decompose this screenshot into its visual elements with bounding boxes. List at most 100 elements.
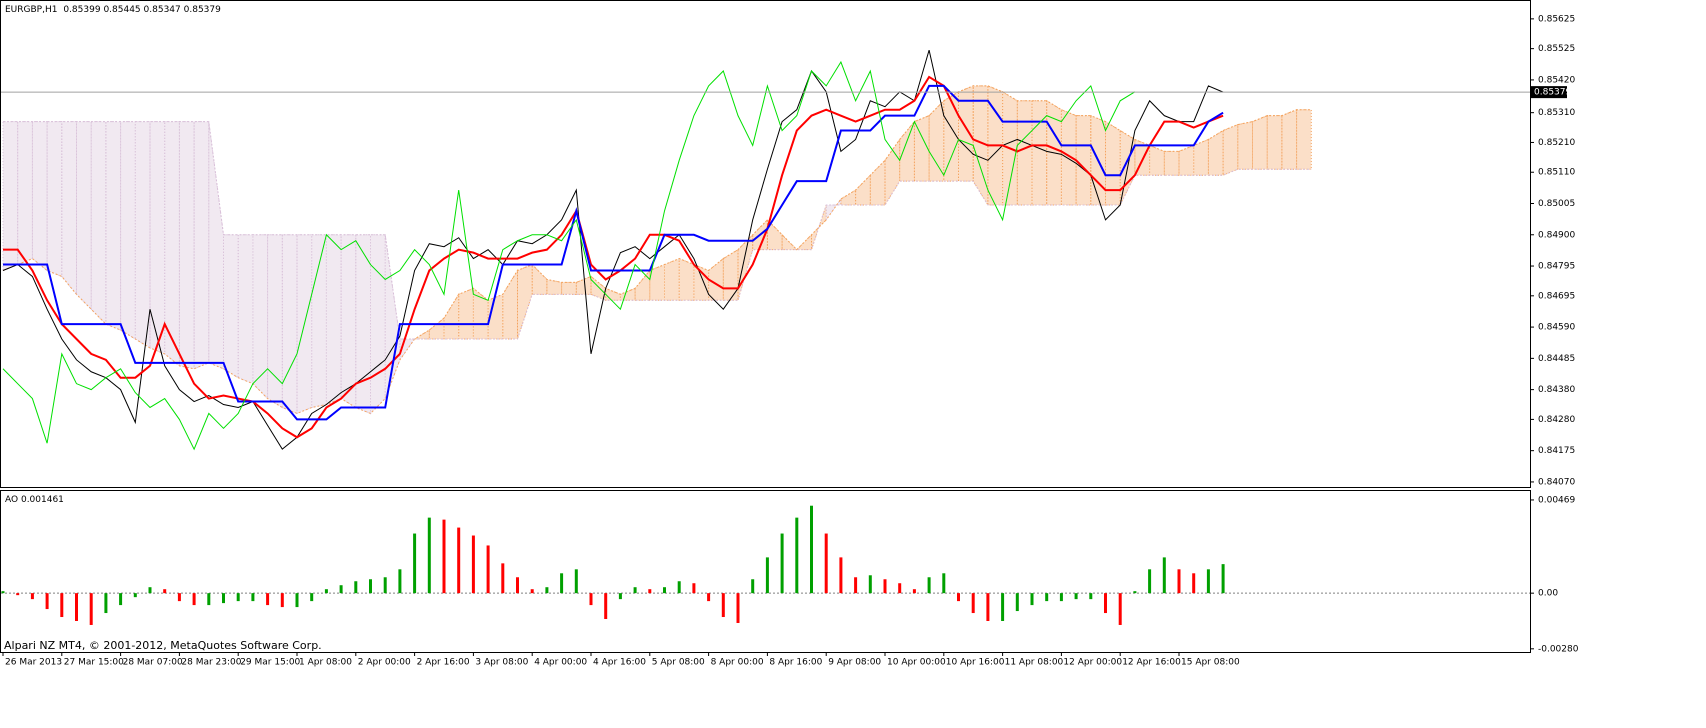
cloud-segment	[678, 257, 695, 301]
y-tick-label: 0.85110	[1538, 168, 1575, 178]
ao-bar	[692, 583, 696, 594]
cloud-segment	[1237, 120, 1253, 170]
y-tick-label: 0.84795	[1538, 262, 1575, 272]
y-tick-label: 0.84280	[1538, 415, 1575, 425]
ao-bar	[765, 557, 769, 594]
x-tick-label: 8 Apr 00:00	[711, 658, 764, 668]
cloud-segment	[869, 159, 886, 206]
ao-bar	[236, 593, 240, 602]
x-tick-label: 28 Mar 23:00	[181, 658, 241, 668]
ao-bar	[574, 569, 578, 594]
cloud-segment	[267, 234, 283, 409]
cloud-segment	[193, 121, 210, 370]
ao-bar	[177, 593, 181, 602]
x-tick-label: 1 Apr 08:00	[299, 658, 352, 668]
ao-bar	[971, 593, 975, 614]
cloud-segment	[1296, 109, 1312, 170]
ao-bar	[1001, 593, 1005, 621]
ao-bar	[1059, 593, 1063, 602]
cloud-segment	[46, 121, 63, 278]
x-tick-label: 8 Apr 16:00	[769, 658, 822, 668]
ao-bar	[339, 585, 343, 594]
y-tick-label: 0.84900	[1538, 230, 1575, 240]
x-tick-label: 4 Apr 00:00	[534, 658, 587, 668]
ao-bar	[1015, 593, 1019, 612]
last-price-box	[1531, 86, 1567, 99]
ao-bar	[1074, 593, 1078, 600]
ao-bar	[810, 505, 813, 594]
ao-bar	[589, 593, 593, 606]
y-tick-label: 0.00469	[1538, 495, 1575, 505]
y-tick-label: 0.84590	[1538, 323, 1575, 333]
ao-bar	[1, 591, 5, 594]
ao-bar	[530, 589, 534, 594]
ao-bar	[780, 533, 784, 594]
cloud-line	[3, 121, 1312, 340]
x-tick-label: 11 Apr 08:00	[1005, 658, 1064, 668]
cloud-segment	[149, 121, 166, 355]
x-tick-label: 27 Mar 15:00	[64, 658, 124, 668]
x-tick-label: 3 Apr 08:00	[475, 658, 528, 668]
ao-bar	[1148, 569, 1152, 594]
cloud-segment	[355, 234, 371, 415]
series-line	[3, 84, 1224, 421]
cloud-segment	[134, 121, 151, 349]
cloud-segment	[311, 234, 327, 409]
cloud-segment	[120, 121, 136, 340]
ao-bar	[442, 519, 446, 594]
ao-bar	[854, 577, 858, 594]
ao-bar	[163, 589, 167, 594]
header: EURGBP,H1 0.85399 0.85445 0.85347 0.8537…	[5, 5, 221, 15]
ao-bar	[1045, 593, 1049, 602]
y-tick-label: 0.85005	[1538, 199, 1575, 209]
ao-bar	[1206, 569, 1210, 594]
ao-bar	[751, 579, 755, 594]
x-tick-label: 28 Mar 07:00	[123, 658, 183, 668]
ao-bar	[295, 593, 299, 608]
ao-bar	[207, 593, 211, 606]
ao-bar	[369, 579, 372, 594]
cloud-segment	[208, 121, 224, 370]
y-tick-label: 0.84070	[1538, 477, 1575, 487]
cloud-segment	[281, 234, 298, 415]
cloud-segment	[1281, 108, 1298, 170]
y-tick-label: 0.85420	[1538, 75, 1575, 85]
ao-bar	[1133, 591, 1137, 594]
ao-bar	[604, 593, 608, 620]
cloud-segment	[17, 121, 33, 266]
cloud-segment	[899, 120, 915, 182]
open: 0.85399	[63, 5, 100, 15]
ao-bar	[486, 545, 490, 594]
x-tick-label: 5 Apr 08:00	[652, 658, 705, 668]
cloud-segment	[1016, 100, 1033, 206]
ao-bar	[677, 581, 681, 594]
ao-bar	[824, 533, 828, 594]
y-tick-label: 0.85625	[1538, 14, 1575, 24]
ao-bar	[471, 535, 475, 594]
ao-bar	[1162, 557, 1166, 594]
ao-bar	[663, 587, 666, 594]
ao-bar	[957, 593, 960, 602]
ao-bar	[133, 593, 137, 598]
ao-bar	[898, 583, 902, 594]
ao-bar	[1030, 593, 1034, 606]
cloud-segment	[1075, 115, 1092, 206]
ao-bar	[736, 593, 740, 623]
cloud-segment	[1222, 123, 1239, 176]
cloud-segment	[1207, 129, 1224, 176]
ao-bar	[427, 517, 431, 594]
ao-bar	[45, 593, 49, 610]
main-panel	[0, 0, 1531, 488]
ao-bar	[839, 557, 843, 594]
ao-bar	[119, 593, 123, 606]
x-tick-label: 10 Apr 16:00	[946, 658, 1005, 668]
y-tick-label: 0.84485	[1538, 354, 1575, 364]
cloud-segment	[1163, 150, 1180, 176]
ao-bar	[251, 593, 255, 602]
y-tick-label: -0.00280	[1538, 644, 1579, 654]
ao-bar	[501, 563, 505, 594]
ao-bar	[942, 573, 946, 594]
y-tick-label: 0.85210	[1538, 138, 1575, 148]
ao-bar	[16, 593, 20, 596]
cloud-segment	[575, 275, 592, 295]
